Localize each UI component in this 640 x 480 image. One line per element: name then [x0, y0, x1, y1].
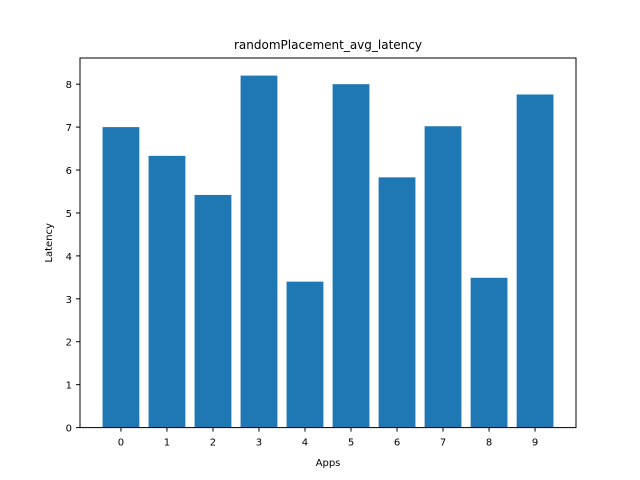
bar-app-0 [102, 127, 140, 428]
y-axis: 0 1 2 3 4 5 6 7 8 [66, 80, 80, 435]
bar-app-2 [194, 194, 232, 428]
y-tick-label: 7 [66, 123, 72, 134]
bar-app-3 [240, 75, 278, 428]
y-axis-label: Latency [44, 223, 55, 263]
y-tick-label: 6 [66, 166, 72, 177]
y-tick-label: 3 [66, 295, 72, 306]
chart-title: randomPlacement_avg_latency [234, 38, 422, 52]
x-tick-label: 7 [440, 438, 446, 449]
y-tick-label: 8 [66, 80, 72, 91]
x-tick-label: 8 [486, 438, 492, 449]
bar-app-5 [332, 84, 370, 428]
bars-group [102, 75, 554, 428]
x-axis: 0 1 2 3 4 5 6 7 8 9 [118, 427, 538, 449]
x-tick-label: 9 [532, 438, 538, 449]
y-tick-label: 0 [66, 424, 72, 435]
bar-app-6 [378, 177, 416, 428]
bar-app-8 [470, 277, 508, 428]
bar-app-1 [148, 155, 186, 428]
x-tick-label: 4 [302, 438, 308, 449]
x-tick-label: 5 [348, 438, 354, 449]
x-tick-label: 0 [118, 438, 124, 449]
x-tick-label: 2 [210, 438, 216, 449]
y-tick-label: 2 [66, 338, 72, 349]
bar-app-7 [424, 126, 462, 428]
x-tick-label: 3 [256, 438, 262, 449]
y-tick-label: 1 [66, 381, 72, 392]
y-tick-label: 5 [66, 209, 72, 220]
bar-app-4 [286, 281, 324, 428]
bar-app-9 [516, 94, 554, 428]
x-tick-label: 6 [394, 438, 400, 449]
plot-frame [79, 57, 577, 429]
x-tick-label: 1 [164, 438, 170, 449]
y-tick-label: 4 [66, 252, 72, 263]
x-axis-label: Apps [316, 458, 341, 469]
